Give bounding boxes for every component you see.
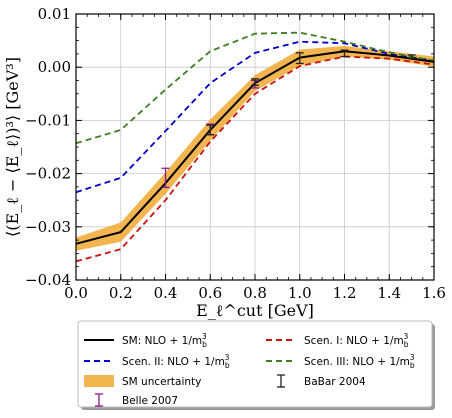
series-line: [75, 55, 435, 263]
legend-label: Scen. II: NLO + 1/mb3: [122, 353, 230, 370]
x-tick-label: 1.0: [288, 284, 312, 302]
legend-label: SM: NLO + 1/mb3: [122, 332, 207, 349]
y-axis-label: ⟨(E_ℓ − ⟨E_ℓ⟩)³⟩ [GeV³]: [3, 57, 22, 237]
x-tick-label: 0.6: [198, 284, 222, 302]
legend: SM: NLO + 1/mb3 Scen. I: NLO + 1/mb3 Scen.…: [77, 320, 435, 410]
y-tick-label: 0.00: [38, 58, 71, 76]
legend-label: BaBar 2004: [304, 376, 366, 388]
x-tick-label: 0.0: [64, 284, 88, 302]
x-tick-label: 0.4: [154, 284, 178, 302]
series-line: [75, 40, 435, 194]
x-tick-label: 0.8: [243, 284, 267, 302]
y-tick-labels: −0.04 −0.03 −0.02 −0.01 0.00 0.01: [25, 5, 71, 289]
legend-label: Scen. III: NLO + 1/mb3: [304, 353, 415, 370]
legend-label: Scen. I: NLO + 1/mb3: [304, 332, 409, 349]
data-points: [161, 49, 416, 189]
legend-label: Belle 2007: [122, 395, 178, 407]
legend-label: SM uncertainty: [122, 376, 201, 388]
legend-swatch: [84, 375, 114, 387]
x-tick-labels: 0.0 0.2 0.4 0.6 0.8 1.0 1.2 1.4 1.6: [64, 284, 446, 302]
x-tick-label: 1.2: [333, 284, 357, 302]
x-tick-label: 1.6: [422, 284, 446, 302]
x-tick-label: 0.2: [109, 284, 133, 302]
x-tick-label: 1.4: [377, 284, 401, 302]
series-line: [75, 31, 435, 145]
x-axis-label: E_ℓ^cut [GeV]: [196, 301, 314, 320]
y-tick-label: −0.01: [25, 111, 71, 129]
axis-ticks: [75, 13, 435, 281]
y-tick-label: −0.04: [25, 271, 71, 289]
y-tick-label: −0.03: [25, 218, 71, 236]
y-tick-label: 0.01: [38, 5, 71, 23]
y-tick-label: −0.02: [25, 165, 71, 183]
